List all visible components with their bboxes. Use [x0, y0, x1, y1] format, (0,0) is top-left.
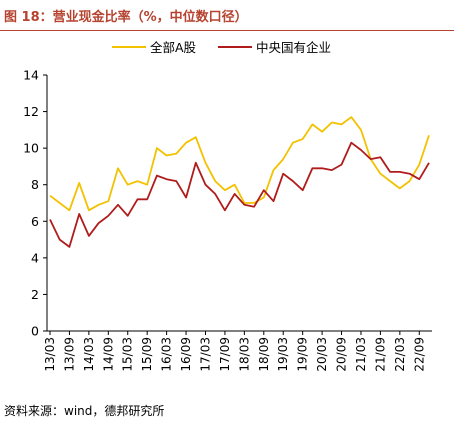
source-note: 资料来源：wind，德邦研究所	[4, 404, 165, 418]
x-tick-label: 16/03	[160, 337, 174, 372]
x-tick-label: 19/09	[296, 337, 310, 372]
x-tick-label: 16/09	[179, 337, 193, 372]
x-tick-label: 22/03	[393, 337, 407, 372]
y-tick-label: 2	[31, 287, 39, 302]
title-divider	[0, 30, 454, 31]
x-tick-label: 13/09	[62, 337, 76, 372]
legend-label-soe: 中央国有企业	[256, 40, 331, 55]
x-tick-label: 21/03	[354, 337, 368, 372]
x-tick-label: 20/03	[315, 337, 329, 372]
y-tick-label: 8	[31, 177, 39, 192]
y-tick-label: 10	[23, 141, 39, 156]
series-line-all-a	[49, 116, 430, 212]
x-tick-label: 14/03	[82, 337, 96, 372]
figure-title: 图 18：营业现金比率（%，中位数口径）	[4, 10, 248, 25]
x-tick-label: 15/03	[121, 337, 135, 372]
x-tick-label: 22/09	[412, 337, 426, 372]
y-tick-label: 14	[23, 68, 39, 83]
x-tick-label: 21/09	[373, 337, 387, 372]
y-tick-label: 12	[23, 104, 39, 119]
y-tick-label: 6	[31, 214, 39, 229]
x-tick-label: 13/03	[43, 337, 57, 372]
y-tick-label: 0	[31, 324, 39, 339]
x-tick-label: 20/09	[335, 337, 349, 372]
y-tick-label: 4	[31, 250, 39, 265]
x-tick-label: 17/03	[198, 337, 212, 372]
line-chart: 0 2 4 6 8 10 12 14 13/03 13/09 14/03 14/09 15/03 15/0…	[23, 40, 432, 372]
x-tick-label: 18/09	[257, 337, 271, 372]
x-tick-label: 17/09	[218, 337, 232, 372]
x-tick-label: 14/09	[101, 337, 115, 372]
x-tick-label: 18/03	[237, 337, 251, 372]
x-tick-label: 19/03	[276, 337, 290, 372]
x-tick-label: 15/09	[140, 337, 154, 372]
series-line-soe	[49, 141, 430, 248]
legend-label-all-a: 全部A股	[150, 40, 197, 55]
